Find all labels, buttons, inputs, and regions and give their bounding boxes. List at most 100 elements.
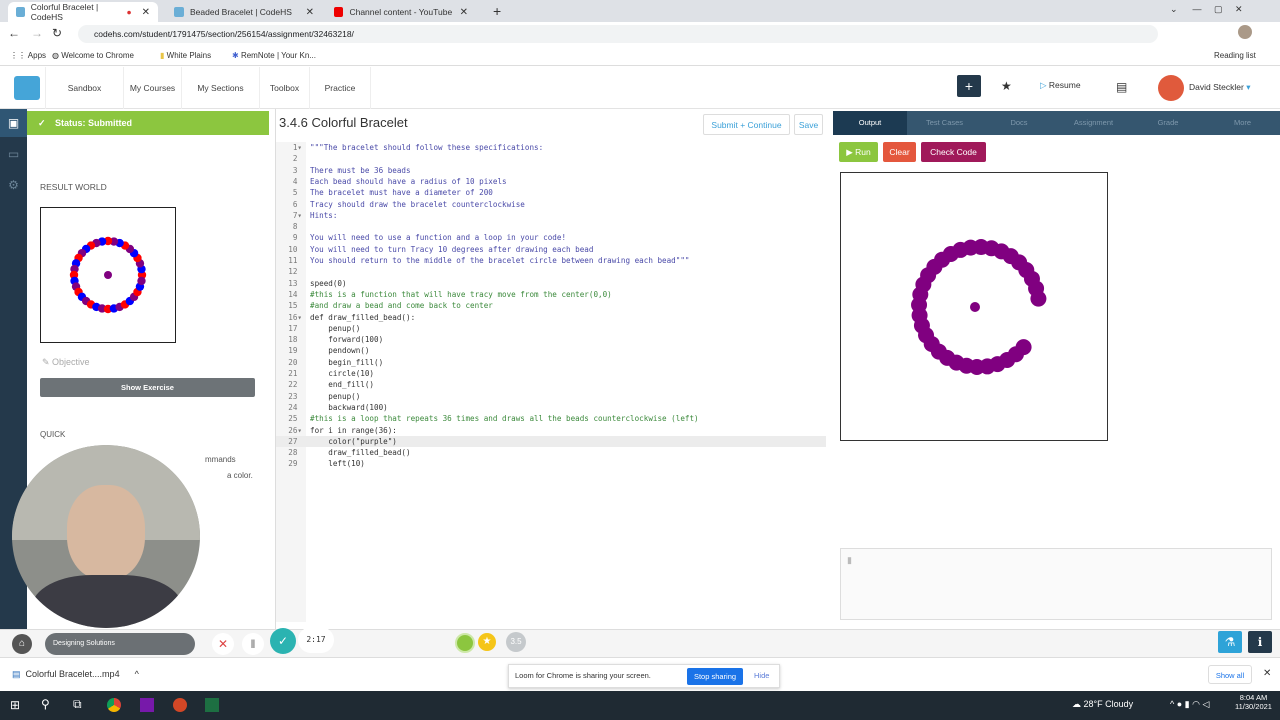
close-download-bar-icon[interactable]: ✕ xyxy=(1263,668,1272,679)
codehs-logo[interactable] xyxy=(14,76,40,100)
clear-button[interactable]: Clear xyxy=(883,142,916,162)
code-line[interactable]: 28 draw_filled_bead() xyxy=(276,447,826,458)
hide-button[interactable]: Hide xyxy=(754,671,770,680)
code-line[interactable]: 9 You will need to use a function and a … xyxy=(276,232,826,243)
new-tab-icon[interactable]: + xyxy=(493,3,502,19)
code-line[interactable]: 3 There must be 36 beads xyxy=(276,165,826,176)
info-icon[interactable]: ℹ xyxy=(1248,631,1272,653)
nav-practice[interactable]: Practice xyxy=(309,67,371,109)
cancel-recording-icon[interactable]: ✕ xyxy=(212,633,234,655)
code-line[interactable]: 4 Each bead should have a radius of 10 p… xyxy=(276,176,826,187)
powerpoint-icon[interactable] xyxy=(173,698,187,712)
pencil-icon[interactable] xyxy=(455,633,475,653)
nav-sandbox[interactable]: Sandbox xyxy=(45,67,123,109)
user-avatar[interactable] xyxy=(1158,75,1184,101)
code-line[interactable]: 1▾ """The bracelet should follow these sp… xyxy=(276,142,826,153)
nav-toolbox[interactable]: Toolbox xyxy=(259,67,309,109)
bookmark-remnote[interactable]: ✱ RemNote | Your Kn... xyxy=(232,51,316,60)
map-icon[interactable]: ▣ xyxy=(0,109,27,137)
breadcrumb[interactable]: Designing Solutions xyxy=(45,633,195,655)
home-icon[interactable]: ⌂ xyxy=(12,634,32,654)
pause-icon[interactable]: ‖ xyxy=(242,633,264,655)
code-line[interactable]: 29 left(10) xyxy=(276,458,826,469)
reload-icon[interactable]: ↻ xyxy=(52,26,63,40)
add-button[interactable]: + xyxy=(957,75,981,97)
code-area[interactable]: 1▾ """The bracelet should follow these sp… xyxy=(276,142,826,622)
close-tab-icon[interactable]: ✕ xyxy=(305,6,314,18)
show-exercise-button[interactable]: Show Exercise xyxy=(40,378,255,397)
bookmark-welcome[interactable]: ◍ Welcome to Chrome xyxy=(52,51,134,60)
console-output[interactable]: ▮ xyxy=(840,548,1272,620)
tab-more[interactable]: More xyxy=(1233,118,1252,127)
tab-assignment[interactable]: Assignment xyxy=(1073,118,1114,127)
finish-recording-icon[interactable]: ✓ xyxy=(270,628,296,654)
weather-widget[interactable]: ☁ 28°F Cloudy xyxy=(1072,699,1134,709)
tab-test-cases[interactable]: Test Cases xyxy=(925,118,964,127)
code-line[interactable]: 13 speed(0) xyxy=(276,278,826,289)
tab-colorful-bracelet[interactable]: Colorful Bracelet | CodeHS ● ✕ xyxy=(8,2,158,22)
excel-icon[interactable] xyxy=(205,698,219,712)
code-line[interactable]: 2 xyxy=(276,153,826,164)
chrome-icon[interactable] xyxy=(107,698,121,712)
close-tab-icon[interactable]: ✕ xyxy=(141,6,150,18)
clock[interactable]: 8:04 AM 11/30/2021 xyxy=(1235,693,1272,711)
bookmark-apps[interactable]: ⋮⋮ Apps xyxy=(10,51,47,60)
code-line[interactable]: 20 begin_fill() xyxy=(276,357,826,368)
back-icon[interactable]: ← xyxy=(8,26,20,40)
code-line[interactable]: 22 end_fill() xyxy=(276,379,826,390)
code-line[interactable]: 6 Tracy should draw the bracelet counter… xyxy=(276,199,826,210)
code-line[interactable]: 10 You will need to turn Tracy 10 degree… xyxy=(276,244,826,255)
stop-sharing-button[interactable]: Stop sharing xyxy=(687,668,743,685)
notifications-icon[interactable]: ▤ xyxy=(1116,80,1128,94)
code-line[interactable]: 21 circle(10) xyxy=(276,368,826,379)
webcam-overlay[interactable] xyxy=(12,445,200,628)
code-line[interactable]: 14 #this is a function that will have tr… xyxy=(276,289,826,300)
code-line[interactable]: 16▾ def draw_filled_bead(): xyxy=(276,312,826,323)
code-line[interactable]: 7▾ Hints: xyxy=(276,210,826,221)
profile-avatar[interactable] xyxy=(1238,25,1252,39)
star-badge-icon[interactable]: ★ xyxy=(478,633,496,651)
nav-my-courses[interactable]: My Courses xyxy=(123,67,181,109)
code-line[interactable]: 17 penup() xyxy=(276,323,826,334)
code-line[interactable]: 27 color("purple") xyxy=(276,435,826,448)
code-line[interactable]: 23 penup() xyxy=(276,391,826,402)
code-line[interactable]: 8 xyxy=(276,221,826,232)
forward-icon[interactable]: → xyxy=(31,26,43,40)
tab-beaded-bracelet[interactable]: Beaded Bracelet | CodeHS ✕ xyxy=(166,2,322,22)
bookmark-white-plains[interactable]: ▮ White Plains xyxy=(160,51,212,60)
gear-icon[interactable]: ⚙ xyxy=(8,178,19,192)
objective-link[interactable]: ✎ Objective xyxy=(42,357,90,367)
url-input[interactable]: codehs.com/student/1791475/section/25615… xyxy=(78,25,1158,43)
code-line[interactable]: 12 xyxy=(276,266,826,277)
resume-button[interactable]: ▷ Resume xyxy=(1040,80,1081,90)
user-menu[interactable]: David Steckler ▾ xyxy=(1189,82,1251,92)
submit-continue-button[interactable]: Submit + Continue xyxy=(703,114,790,135)
nav-my-sections[interactable]: My Sections xyxy=(181,67,259,109)
windows-start-icon[interactable]: ⊞ xyxy=(10,698,21,712)
system-tray-icons[interactable]: ^ ● ▮ ◠ ◁ xyxy=(1170,699,1210,709)
code-line[interactable]: 18 forward(100) xyxy=(276,334,826,345)
tab-youtube[interactable]: Channel content - YouTube Studi ✕ xyxy=(326,2,476,22)
code-line[interactable]: 24 backward(100) xyxy=(276,402,826,413)
calendar-icon[interactable]: ▭ xyxy=(7,147,20,161)
search-icon[interactable]: ⚲ xyxy=(41,697,50,711)
check-code-button[interactable]: Check Code xyxy=(921,142,986,162)
flask-icon[interactable]: ⚗ xyxy=(1218,631,1242,653)
close-tab-icon[interactable]: ✕ xyxy=(459,6,468,18)
code-line[interactable]: 15 #and draw a bead and come back to cen… xyxy=(276,300,826,311)
code-line[interactable]: 26▾ for i in range(36): xyxy=(276,425,826,436)
code-line[interactable]: 11 You should return to the middle of th… xyxy=(276,255,826,266)
download-item[interactable]: ▤ Colorful Bracelet....mp4 ^ xyxy=(12,669,139,679)
task-view-icon[interactable]: ⧉ xyxy=(73,697,82,711)
tab-grade[interactable]: Grade xyxy=(1157,118,1179,127)
onenote-icon[interactable] xyxy=(140,698,154,712)
reading-list[interactable]: Reading list xyxy=(1214,51,1256,60)
show-all-button[interactable]: Show all xyxy=(1208,665,1252,684)
tab-docs[interactable]: Docs xyxy=(1010,118,1028,127)
code-line[interactable]: 25 #this is a loop that repeats 36 times… xyxy=(276,413,826,424)
code-line[interactable]: 5 The bracelet must have a diameter of 2… xyxy=(276,187,826,198)
code-line[interactable]: 19 pendown() xyxy=(276,345,826,356)
window-controls[interactable]: ⌄ — ▢ ✕ xyxy=(1170,4,1243,14)
run-button[interactable]: ▶ Run xyxy=(839,142,878,162)
star-icon[interactable]: ★ xyxy=(1001,79,1012,93)
